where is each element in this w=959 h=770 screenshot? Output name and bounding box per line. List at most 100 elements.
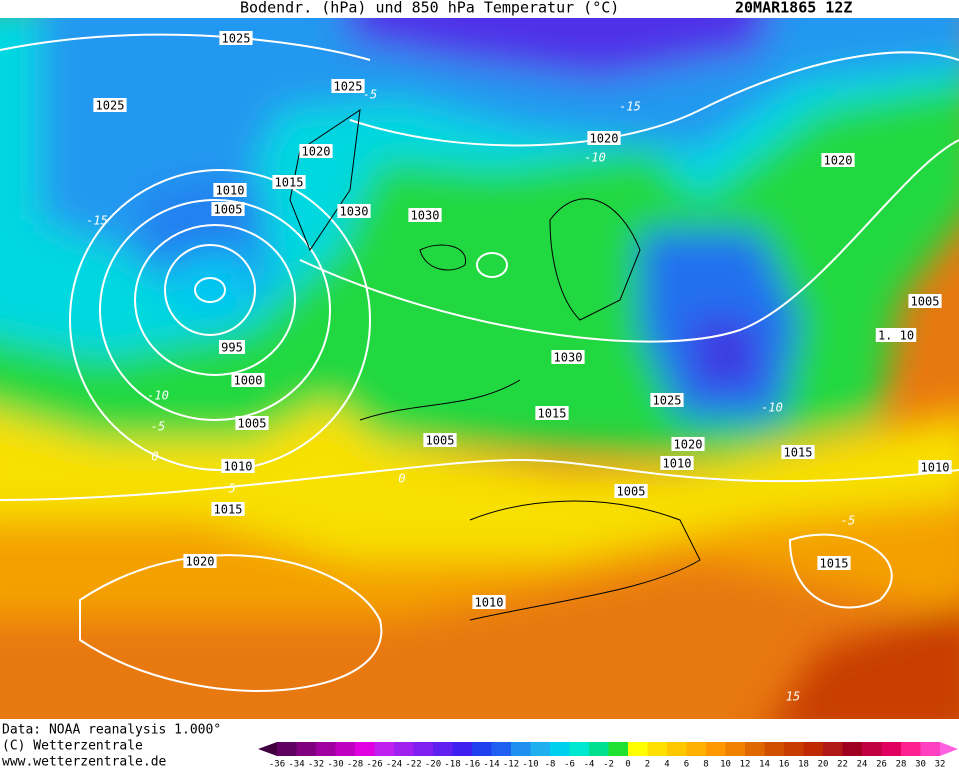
isobar-label-box [650,393,684,407]
legend-swatch [920,742,941,756]
legend-label: -32 [308,760,324,770]
isobar-label-box [213,183,247,197]
isobar-label: 1015 [275,176,304,190]
isobar-label: 1010 [475,596,504,610]
isobar-label: 1005 [214,203,243,217]
isobar-label-box [817,556,851,570]
legend-label: -6 [564,760,575,770]
isobar-label-box [821,153,855,167]
isobar-label: 1. 10 [878,329,914,343]
isobar-label-box [671,437,705,451]
legend-label: -12 [503,760,519,770]
legend-swatch [511,742,531,756]
legend-label: 0 [625,760,630,770]
legend-swatch [296,742,317,756]
legend-label: -22 [405,760,421,770]
legend-arrow [940,742,958,756]
isobar-label-box [551,350,585,364]
isobar-label-box [660,456,694,470]
isobar-label: 1015 [214,503,243,517]
isobar-label: 1030 [554,351,583,365]
isobar-label-box [211,202,245,216]
legend-swatch [725,742,746,756]
temperature-label: 15 [786,690,800,704]
temperature-label: -10 [584,151,606,165]
isobar-label: 1020 [674,438,703,452]
legend-swatch [452,742,473,756]
legend-label: 8 [703,760,708,770]
legend-swatch [530,742,551,756]
isobar-label: 1025 [96,99,125,113]
date: 20MAR1865 12Z [735,0,852,17]
isobar-label: 1025 [222,32,251,46]
temperature-label: -15 [86,214,108,228]
isobar-label: 1010 [224,460,253,474]
legend-label: -10 [522,760,538,770]
legend-label: 18 [798,760,809,770]
temperature-label: -10 [761,401,783,415]
legend-label: 26 [876,760,887,770]
isobar-label-box [183,554,217,568]
isobar-label: 1010 [663,457,692,471]
legend-swatch [901,742,921,756]
legend-swatch [784,742,804,756]
legend-swatch [628,742,648,756]
legend-label: -26 [366,760,382,770]
isobar-label-box [235,416,269,430]
legend-label: 20 [818,760,829,770]
legend-swatch [413,742,434,756]
isobar-label-box [331,79,365,93]
legend-label: -34 [288,760,304,770]
isobar-label: 1005 [617,485,646,499]
legend-swatch [862,742,882,756]
isobar-label: 1010 [921,461,950,475]
legend-swatch [277,742,297,756]
map [0,18,959,719]
legend-label: -18 [444,760,460,770]
legend-label: -2 [603,760,614,770]
isobar-label: 1015 [820,557,849,571]
legend-swatch [686,742,707,756]
isobar-label-box [211,502,245,516]
legend-label: -28 [347,760,363,770]
isobar-label: 1005 [911,295,940,309]
footer-text: Data: NOAA reanalysis 1.000° [2,723,221,738]
legend-label: -14 [483,760,499,770]
legend-swatch [589,742,609,756]
isobar-label-box [231,373,265,387]
legend-swatch [316,742,336,756]
temperature-label: -5 [841,514,855,528]
footer-text: (C) Wetterzentrale [2,739,143,754]
isobar-label: 1010 [216,184,245,198]
legend-swatch [355,742,375,756]
isobar-label-box [875,328,917,342]
legend-label: -24 [386,760,402,770]
isobar-label: 1005 [426,434,455,448]
legend-swatch [881,742,902,756]
legend-label: 6 [684,760,689,770]
legend-label: -16 [464,760,480,770]
legend-label: 10 [720,760,731,770]
legend-label: 4 [664,760,669,770]
legend-swatch [569,742,590,756]
legend-swatch [608,742,629,756]
legend-label: 32 [935,760,946,770]
legend-label: 16 [779,760,790,770]
legend-swatch [842,742,863,756]
isobar-label-box [535,406,569,420]
legend-swatch [491,742,512,756]
isobar-label: 1020 [590,132,619,146]
isobar-label: 1000 [234,374,263,388]
temperature-label: -15 [619,100,641,114]
isobar-label-box [221,459,255,473]
isobar-label-box [408,208,442,222]
isobar-label-box [918,460,952,474]
legend-arrow [258,742,277,756]
legend-swatch [803,742,824,756]
isobar-label: 1015 [538,407,567,421]
legend-swatch [472,742,492,756]
legend-swatch [647,742,668,756]
legend-swatch [550,742,570,756]
isobar-label-box [219,31,253,45]
isobar-label: 1030 [340,205,369,219]
